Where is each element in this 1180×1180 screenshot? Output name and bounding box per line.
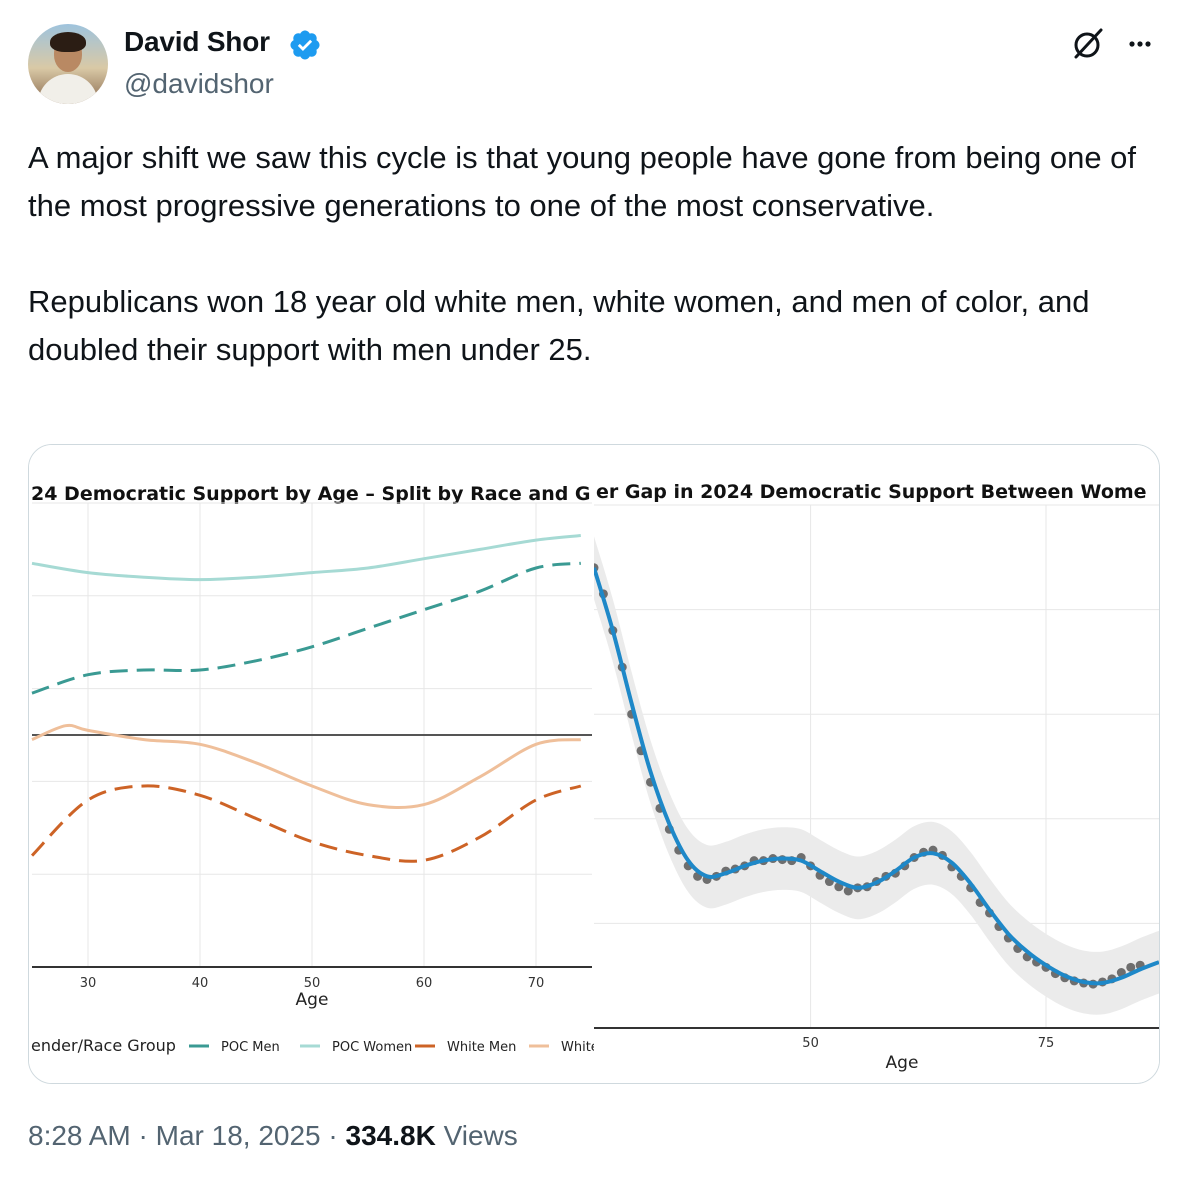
views-label: Views xyxy=(443,1120,518,1151)
series-line-poc-men xyxy=(31,561,581,695)
series-line-white xyxy=(31,723,581,809)
series-line-poc-women xyxy=(31,534,581,582)
views-count: 334.8K xyxy=(345,1120,436,1151)
chart-title: 24 Democratic Support by Age – Split by … xyxy=(31,483,591,505)
author-name[interactable]: David Shor xyxy=(124,26,270,57)
x-tick-label: 70 xyxy=(528,976,545,991)
x-axis-label: Age xyxy=(886,1053,919,1073)
legend-title: ender/Race Group xyxy=(31,1036,176,1055)
tweet-date: Mar 18, 2025 xyxy=(155,1120,321,1151)
smooth-trend-line xyxy=(594,567,1159,986)
verified-badge-icon xyxy=(290,30,320,60)
more-icon[interactable] xyxy=(1120,24,1160,64)
x-tick-label: 50 xyxy=(802,1036,819,1051)
legend-label: White xyxy=(561,1040,594,1055)
chart-title: er Gap in 2024 Democratic Support Betwee… xyxy=(596,481,1147,503)
x-tick-label: 50 xyxy=(304,976,321,991)
x-tick-label: 40 xyxy=(192,976,209,991)
confidence-band xyxy=(594,536,1159,1015)
tweet-time: 8:28 AM xyxy=(28,1120,131,1151)
media-attachment[interactable]: 24 Democratic Support by Age – Split by … xyxy=(28,444,1160,1084)
chart-gender-gap-svg: er Gap in 2024 Democratic Support Betwee… xyxy=(594,445,1159,1083)
tweet-text: A major shift we saw this cycle is that … xyxy=(28,134,1158,374)
tweet-paragraph: A major shift we saw this cycle is that … xyxy=(28,140,1137,223)
author-handle[interactable]: @davidshor xyxy=(124,68,274,99)
chart-gender-gap[interactable]: er Gap in 2024 Democratic Support Betwee… xyxy=(594,445,1159,1083)
data-point xyxy=(843,886,853,896)
chart-support-by-age-svg: 24 Democratic Support by Age – Split by … xyxy=(29,445,594,1083)
grok-icon[interactable] xyxy=(1068,24,1108,64)
x-tick-label: 60 xyxy=(416,976,433,991)
legend-label: POC Women xyxy=(332,1040,412,1055)
tweet-paragraph: Republicans won 18 year old white men, w… xyxy=(28,284,1090,367)
tweet-timestamp[interactable]: 8:28 AM · Mar 18, 2025 · 334.8K Views xyxy=(28,1120,518,1151)
avatar[interactable] xyxy=(28,24,108,104)
x-tick-label: 75 xyxy=(1038,1036,1055,1051)
x-axis-label: Age xyxy=(296,990,329,1010)
data-point xyxy=(1126,962,1136,972)
legend-label: White Men xyxy=(447,1040,516,1055)
chart-support-by-age[interactable]: 24 Democratic Support by Age – Split by … xyxy=(29,445,594,1083)
series-line-white-men xyxy=(30,784,582,863)
legend-label: POC Men xyxy=(221,1040,280,1055)
x-tick-label: 30 xyxy=(80,976,97,991)
